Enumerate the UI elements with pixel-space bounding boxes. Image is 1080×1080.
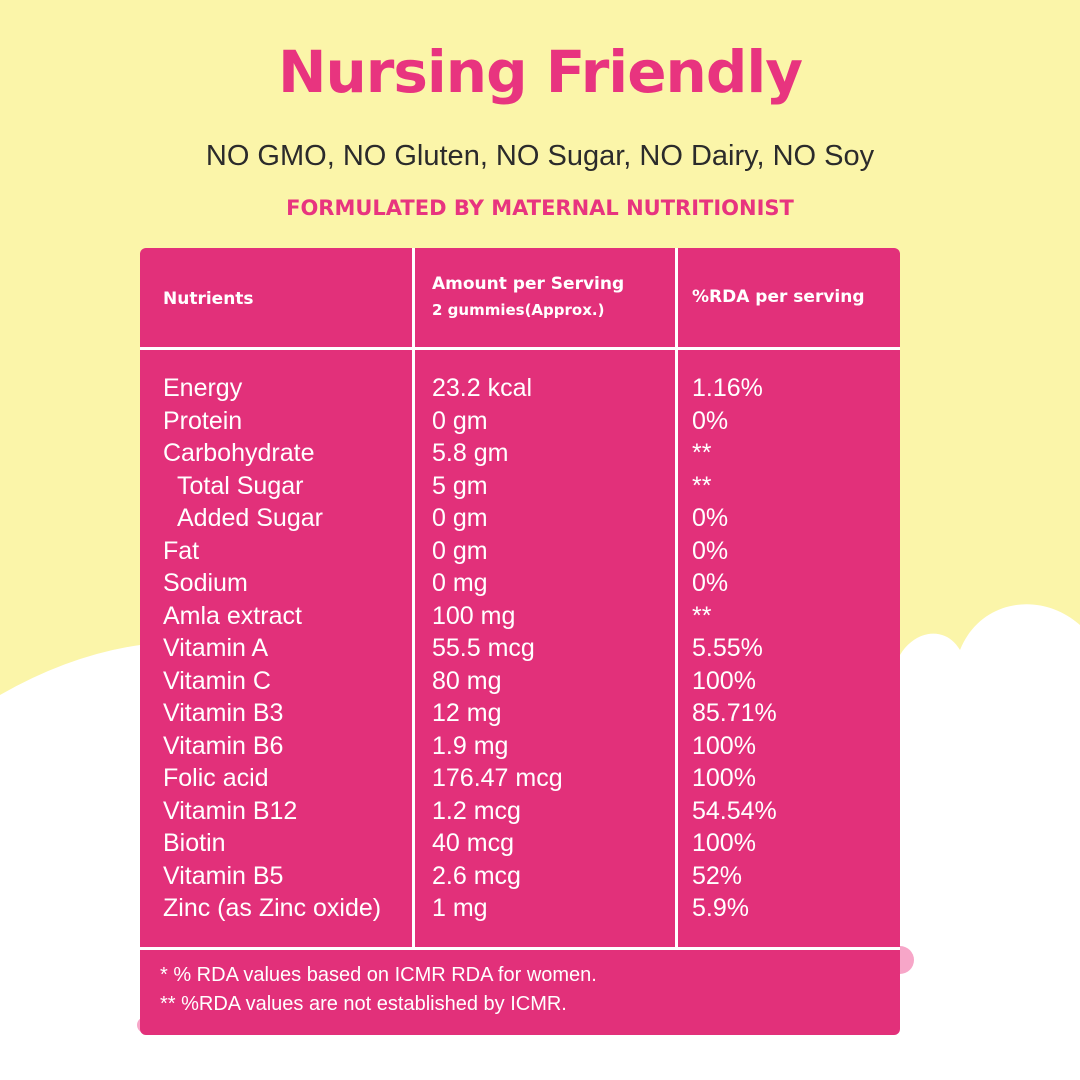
nutrient-name: Carbohydrate <box>163 439 315 467</box>
footnote: * % RDA values based on ICMR RDA for wom… <box>160 964 597 986</box>
footer-divider <box>140 947 900 950</box>
title: Nursing Friendly <box>277 38 803 106</box>
amount: 0 gm <box>432 536 488 565</box>
nutrient-name: Sodium <box>163 569 248 597</box>
amount: 1.9 mg <box>432 731 509 760</box>
rda: 54.54% <box>692 796 777 825</box>
nutrient-name: Vitamin C <box>163 666 271 695</box>
amount: 5.8 gm <box>432 439 509 467</box>
nutrient-name: Total Sugar <box>177 471 304 500</box>
amount: 2.6 mcg <box>432 861 521 890</box>
nutrient-name: Amla extract <box>163 601 302 630</box>
header-line: Amount per Serving <box>432 274 625 294</box>
amount: 55.5 mcg <box>432 634 535 662</box>
nutrient-name: Zinc (as Zinc oxide) <box>163 894 382 922</box>
amount: 23.2 kcal <box>432 374 533 402</box>
rda: 5.55% <box>692 634 763 662</box>
amount: 1.2 mcg <box>432 796 521 825</box>
amount: 5 gm <box>432 471 488 500</box>
nutrient-name: Vitamin B3 <box>163 699 284 727</box>
nutrient-name: Vitamin B6 <box>163 731 284 760</box>
header-cell: Amount per Serving 2 gummies(Approx.) <box>432 271 624 323</box>
header-line: 2 gummies(Approx.) <box>432 301 605 319</box>
column-divider <box>412 248 415 948</box>
rda: 100% <box>692 764 756 792</box>
amount: 0 mg <box>432 569 488 597</box>
nutrient-name: Vitamin A <box>163 634 269 662</box>
nutrition-table: Nutrients Amount per Serving 2 gummies(Ap… <box>140 248 900 1035</box>
rda: 0% <box>692 504 729 532</box>
rda: ** <box>692 471 712 500</box>
nutrient-name: Energy <box>163 374 243 402</box>
rda: 1.16% <box>692 374 763 402</box>
nutrient-name: Folic acid <box>163 764 269 792</box>
rda: 100% <box>692 829 756 857</box>
nutrient-name: Fat <box>163 536 200 565</box>
amount: 80 mg <box>432 666 502 695</box>
amount: 40 mcg <box>432 829 514 857</box>
rda: 0% <box>692 569 729 597</box>
header-divider <box>140 347 900 350</box>
nutrient-name: Added Sugar <box>177 504 323 532</box>
amount: 176.47 mcg <box>432 764 563 792</box>
nutrient-name: Biotin <box>163 829 226 857</box>
rda: ** <box>692 439 712 467</box>
amount: 0 gm <box>432 504 488 532</box>
amount: 100 mg <box>432 601 516 630</box>
header-cell: Nutrients <box>163 289 254 309</box>
amount: 0 gm <box>432 406 488 435</box>
rda: ** <box>692 601 712 630</box>
rda: 0% <box>692 406 729 435</box>
subtitle: NO GMO, NO Gluten, NO Sugar, NO Dairy, N… <box>205 140 875 172</box>
rda: 0% <box>692 536 729 565</box>
rda: 5.9% <box>692 894 749 922</box>
rda: 100% <box>692 731 756 760</box>
rda: 100% <box>692 666 756 695</box>
amount: 1 mg <box>432 894 488 922</box>
nutrient-name: Protein <box>163 406 243 435</box>
column-divider <box>675 248 678 948</box>
tagline: FORMULATED BY MATERNAL NUTRITIONIST <box>286 196 794 220</box>
rda: 85.71% <box>692 699 777 727</box>
nutrient-name: Vitamin B12 <box>163 796 298 825</box>
footnote: ** %RDA values are not established by IC… <box>160 993 567 1015</box>
header-cell: %RDA per serving <box>692 287 865 307</box>
rda: 52% <box>692 861 743 890</box>
amount: 12 mg <box>432 699 502 727</box>
nutrient-name: Vitamin B5 <box>163 861 284 890</box>
